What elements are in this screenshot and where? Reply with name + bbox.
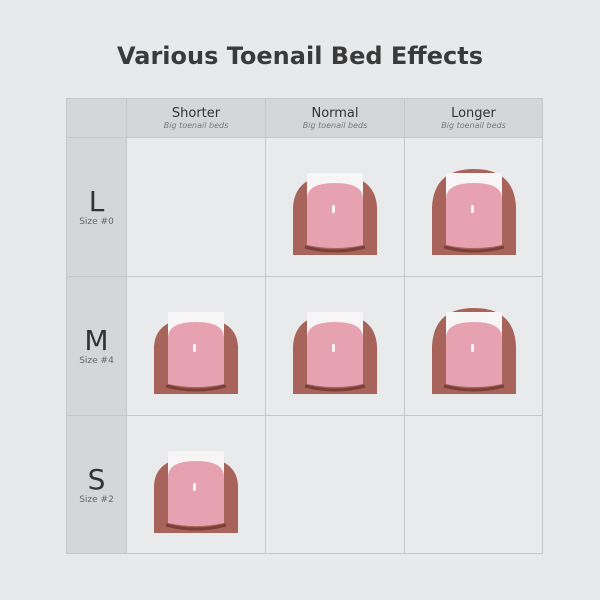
nail-cell (266, 138, 405, 277)
nail-bed (168, 460, 224, 526)
row-header-l: L Size #0 (67, 138, 127, 277)
row-letter: L (88, 185, 105, 218)
nail-shine (193, 344, 196, 352)
column-header-longer: Longer Big toenail beds (405, 99, 543, 138)
nail-cell (266, 277, 405, 416)
nail-cell (405, 416, 543, 554)
toenail-image (154, 450, 238, 533)
toenail-image (293, 312, 377, 394)
nail-bed (445, 322, 502, 387)
column-header-shorter: Shorter Big toenail beds (127, 99, 266, 138)
cuticle (304, 245, 366, 253)
row-size: Size #4 (79, 356, 114, 366)
nail-bed (307, 183, 363, 248)
cuticle (165, 384, 227, 392)
row-size: Size #2 (79, 494, 114, 505)
row-header-s: S Size #2 (67, 416, 127, 554)
page-title: Various Toenail Bed Effects (117, 42, 483, 70)
nail-bed (445, 183, 502, 248)
column-header-normal: Normal Big toenail beds (266, 99, 405, 138)
toenail-image (293, 173, 377, 255)
column-title: Normal (311, 106, 359, 121)
nail-cell (127, 277, 266, 416)
column-subtitle: Big toenail beds (302, 121, 368, 130)
toenail-image (154, 312, 238, 394)
toenail-image (431, 308, 516, 394)
corner-cell (67, 99, 127, 138)
nail-cell (405, 138, 543, 277)
nail-bed (168, 322, 224, 387)
cuticle (165, 523, 227, 530)
row-size: Size #0 (79, 217, 114, 227)
nail-chart-grid: Shorter Big toenail beds Normal Big toen… (66, 98, 543, 554)
nail-cell (127, 138, 266, 277)
nail-shine (332, 344, 335, 352)
nail-shine (470, 205, 474, 213)
nail-shine (193, 482, 196, 491)
cuticle (443, 245, 504, 253)
row-letter: M (84, 324, 109, 357)
row-letter: S (87, 462, 106, 496)
nail-cell (127, 416, 266, 554)
column-title: Longer (451, 106, 496, 121)
nail-cell (405, 277, 543, 416)
column-title: Shorter (171, 106, 221, 121)
row-header-m: M Size #4 (67, 277, 127, 416)
cuticle (304, 384, 366, 392)
nail-cell (266, 416, 405, 554)
nail-bed (307, 322, 363, 387)
nail-shine (470, 344, 474, 352)
nail-shine (332, 205, 335, 213)
toenail-image (431, 169, 516, 255)
column-subtitle: Big toenail beds (163, 121, 229, 130)
column-subtitle: Big toenail beds (441, 121, 506, 130)
cuticle (443, 384, 504, 392)
